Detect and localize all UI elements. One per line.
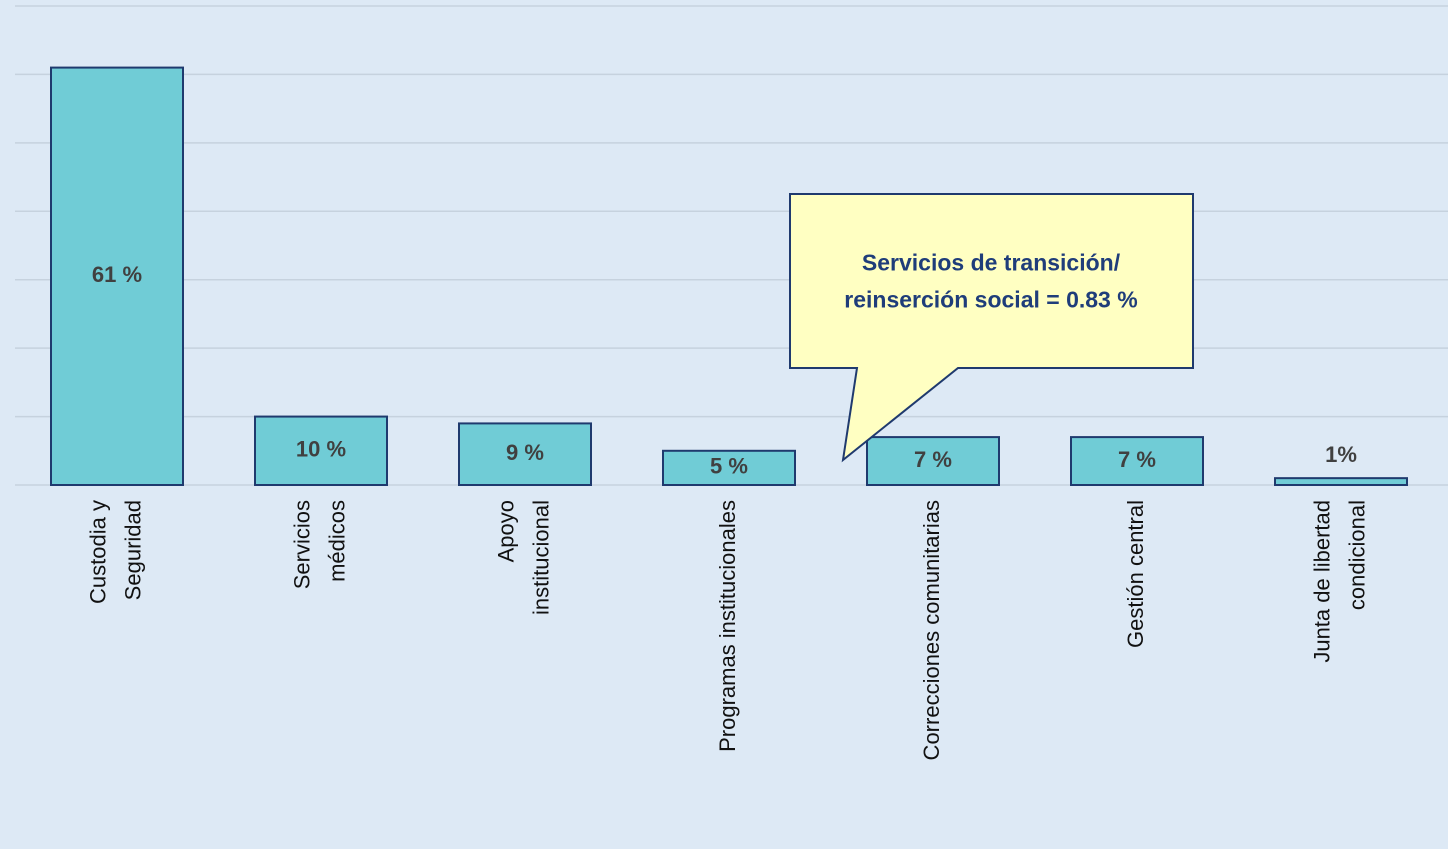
x-tick-label: Junta de libertad condicional <box>1309 500 1369 663</box>
x-tick-label: Apoyo institucional <box>493 500 553 615</box>
value-label: 1% <box>1325 442 1357 467</box>
callout: Servicios de transición/reinserción soci… <box>789 193 1194 463</box>
bar <box>1070 436 1204 487</box>
bar <box>866 436 1000 487</box>
callout-shape <box>789 193 1194 463</box>
value-label: 9 % <box>506 440 544 465</box>
value-label: 10 % <box>296 437 346 462</box>
value-label: 5 % <box>710 454 748 479</box>
x-tick-label: Programas institucionales <box>715 500 740 752</box>
bar <box>458 422 592 486</box>
x-tick-label: Correcciones comunitarias <box>919 500 944 760</box>
x-tick-label: Custodia y Seguridad <box>85 500 145 604</box>
value-label: 7 % <box>914 447 952 472</box>
x-tick-label: Servicios médicos <box>289 500 349 589</box>
x-tick-label: Gestión central <box>1123 500 1148 648</box>
annotation: Servicios de transición/reinserción soci… <box>844 250 1137 313</box>
bar <box>254 415 388 487</box>
value-label: 61 % <box>92 262 142 287</box>
bar <box>1274 477 1408 486</box>
bar <box>50 66 184 486</box>
bar <box>662 449 796 486</box>
value-label: 7 % <box>1118 447 1156 472</box>
